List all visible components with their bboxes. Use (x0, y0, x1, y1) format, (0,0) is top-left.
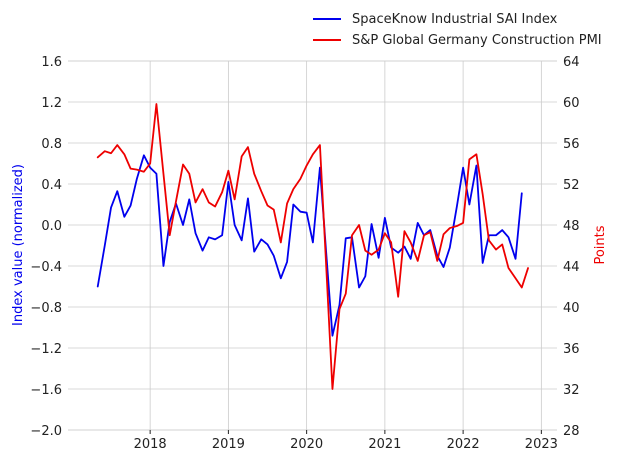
y-tick-label: −2.0 (30, 424, 62, 439)
series-layer (96, 103, 529, 390)
y-axis-right-title: Points (593, 225, 608, 264)
y-tick-label: −1.6 (30, 383, 62, 398)
grid (68, 60, 557, 431)
y2-tick-label: 40 (563, 301, 580, 316)
y-axis-left-title: Index value (normalized) (11, 164, 26, 326)
series-line-spaceknow (96, 154, 523, 337)
y-tick-label: 1.2 (41, 96, 62, 111)
y-tick-label: −0.8 (30, 301, 62, 316)
x-tick-label: 2021 (368, 437, 401, 452)
y-tick-label: −0.4 (30, 260, 62, 275)
series-line-pmi (96, 103, 529, 390)
x-tick-label: 2019 (212, 437, 245, 452)
y2-tick-label: 56 (563, 137, 580, 152)
y2-tick-label: 64 (563, 55, 580, 70)
y2-tick-label: 52 (563, 178, 580, 193)
y2-tick-label: 28 (563, 424, 580, 439)
y-tick-label: −1.2 (30, 342, 62, 357)
y-tick-label: 0.0 (41, 219, 62, 234)
legend: SpaceKnow Industrial SAI Index S&P Globa… (313, 12, 602, 48)
y-tick-label: 1.6 (41, 55, 62, 70)
y-tick-label: 0.4 (41, 178, 62, 193)
x-tick-label: 2022 (447, 437, 480, 452)
y2-tick-label: 32 (563, 383, 580, 398)
legend-label-spaceknow: SpaceKnow Industrial SAI Index (352, 12, 558, 27)
y2-tick-label: 36 (563, 342, 580, 357)
y-tick-label: 0.8 (41, 137, 62, 152)
x-tick-label: 2018 (134, 437, 167, 452)
ticks-layer: −2.0 −1.6 −1.2 −0.8 −0.4 0.0 0.4 0.8 1.2 1.6 28 32 3… (30, 55, 579, 452)
x-tick-label: 2023 (525, 437, 558, 452)
x-tick-label: 2020 (290, 437, 323, 452)
legend-label-pmi: S&P Global Germany Construction PMI (352, 33, 602, 48)
y2-tick-label: 48 (563, 219, 580, 234)
y2-tick-label: 44 (563, 260, 580, 275)
y2-tick-label: 60 (563, 96, 580, 111)
plot-frame (68, 60, 557, 431)
